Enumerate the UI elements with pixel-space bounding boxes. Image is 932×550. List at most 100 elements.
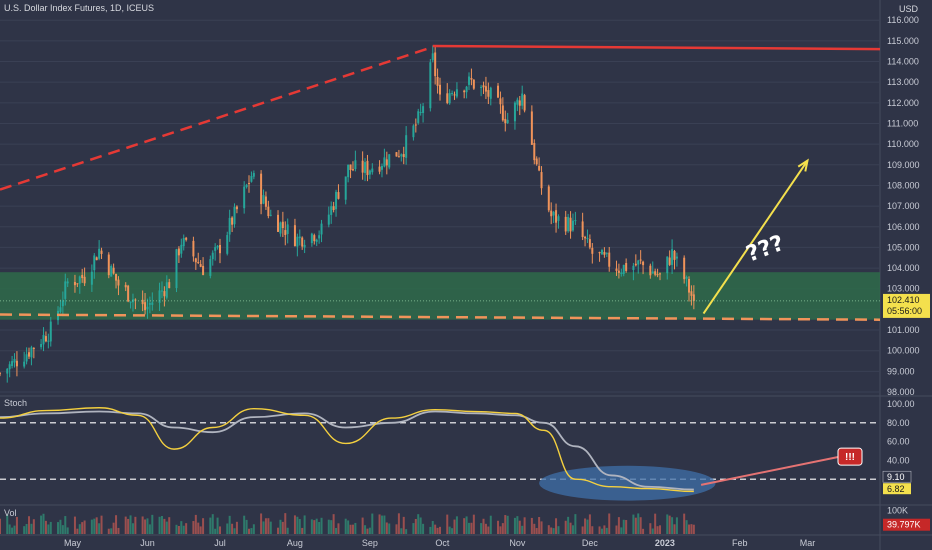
- volume-bar: [66, 527, 69, 534]
- candle-body: [434, 52, 437, 77]
- volume-bar: [301, 527, 304, 534]
- candle-body: [608, 252, 611, 267]
- volume-bar: [591, 526, 594, 534]
- candle-body: [98, 248, 101, 259]
- candle-body: [281, 221, 284, 229]
- volume-bar: [405, 529, 408, 534]
- candle-body: [107, 254, 110, 276]
- volume-bar: [690, 524, 693, 534]
- candle-body: [598, 252, 601, 254]
- volume-value: 39.797K: [887, 520, 921, 530]
- volume-bar: [419, 517, 422, 534]
- volume-bar: [523, 517, 526, 534]
- volume-bar: [446, 514, 449, 534]
- volume-bar: [538, 517, 541, 534]
- price-tick-label: 107.000: [887, 201, 920, 211]
- price-tick-label: 112.000: [887, 98, 919, 108]
- candle-body: [180, 244, 183, 254]
- time-tick-label: Jul: [214, 538, 226, 548]
- candle-body: [569, 217, 572, 232]
- volume-bar: [177, 525, 180, 534]
- volume-bar: [468, 522, 471, 534]
- candle-body: [78, 276, 81, 284]
- volume-bar: [344, 518, 347, 534]
- volume-bar: [673, 524, 676, 534]
- price-tick-label: 105.000: [887, 242, 920, 252]
- candle-body: [642, 261, 645, 266]
- volume-bar: [320, 517, 323, 534]
- volume-bar: [637, 513, 640, 534]
- volume-bar: [513, 517, 516, 534]
- candle-body: [347, 164, 350, 178]
- candle-body: [673, 250, 676, 260]
- volume-bar: [148, 524, 151, 534]
- candle-body: [588, 239, 591, 248]
- volume-bar: [620, 527, 623, 534]
- volume-bar: [569, 522, 572, 534]
- support-zone: [0, 272, 880, 320]
- candle-body: [603, 252, 606, 255]
- candle-body: [245, 184, 248, 188]
- price-tick-label: 116.000: [887, 15, 919, 25]
- currency-label: USD: [898, 4, 918, 14]
- volume-bar: [279, 519, 282, 534]
- candle-body: [66, 281, 69, 284]
- candle-body: [530, 111, 533, 145]
- candle-body: [439, 84, 441, 95]
- candle-body: [235, 206, 238, 210]
- candle-body: [405, 135, 408, 158]
- volume-bar: [385, 522, 388, 534]
- candle-body: [117, 279, 120, 286]
- volume-bar: [482, 518, 485, 534]
- volume-bar: [364, 525, 367, 534]
- volume-bar: [422, 523, 425, 534]
- volume-bar: [378, 514, 381, 534]
- volume-bar: [400, 528, 403, 534]
- candle-body: [591, 247, 594, 254]
- candle-body: [73, 281, 76, 286]
- candle-body: [286, 224, 289, 234]
- candle-body: [40, 343, 43, 348]
- volume-bar: [535, 528, 538, 534]
- time-tick-label: Feb: [732, 538, 748, 548]
- time-tick-label: Mar: [800, 538, 816, 548]
- candle-body: [313, 235, 316, 242]
- volume-bar: [233, 528, 236, 534]
- candle-body: [451, 93, 454, 95]
- candle-body: [110, 266, 113, 277]
- volume-bar: [380, 515, 383, 534]
- volume-bar: [683, 513, 686, 534]
- candle-body: [23, 361, 26, 367]
- candle-body: [6, 368, 9, 374]
- volume-bar: [11, 527, 14, 534]
- candle-body: [632, 265, 635, 270]
- candle-body: [504, 118, 507, 124]
- volume-bar: [388, 523, 391, 534]
- volume-bar: [555, 518, 558, 534]
- volume-bar: [327, 519, 330, 534]
- volume-bar: [651, 528, 654, 534]
- price-tick-label: 108.000: [887, 180, 920, 190]
- candle-body: [639, 259, 642, 261]
- volume-bar: [209, 517, 212, 534]
- volume-bar: [451, 528, 454, 534]
- volume-bar: [47, 524, 50, 534]
- volume-bar: [23, 526, 26, 534]
- candle-body: [692, 294, 695, 301]
- candle-body: [397, 156, 400, 158]
- volume-bar: [151, 514, 154, 534]
- candle-body: [349, 164, 352, 170]
- volume-bar: [73, 516, 76, 534]
- volume-bar: [165, 521, 168, 534]
- candle-body: [547, 186, 550, 211]
- volume-bar: [269, 521, 272, 534]
- candle-body: [361, 160, 364, 173]
- volume-bar: [516, 516, 519, 534]
- volume-bar: [470, 522, 473, 534]
- volume-bar: [472, 514, 475, 534]
- volume-bar: [146, 518, 149, 534]
- time-tick-label: Dec: [582, 538, 599, 548]
- volume-bar: [625, 520, 628, 534]
- volume-bar: [571, 525, 574, 534]
